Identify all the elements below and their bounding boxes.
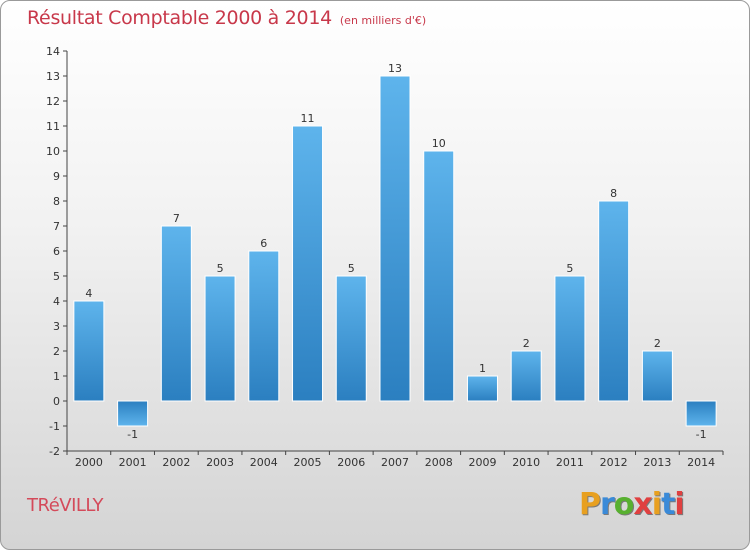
y-tick-label: 3 <box>53 320 60 333</box>
bar-value-label: 7 <box>173 212 180 225</box>
commune-name: TRéVILLY <box>27 495 104 516</box>
bar-value-label: 13 <box>388 62 402 75</box>
bar <box>73 300 105 402</box>
bar <box>423 150 455 402</box>
y-tick-label: 2 <box>53 345 60 358</box>
bar-value-label: 8 <box>610 187 617 200</box>
x-tick-label: 2009 <box>468 456 496 469</box>
x-tick-label: 2002 <box>162 456 190 469</box>
bar-value-label: 5 <box>217 262 224 275</box>
x-tick-label: 2010 <box>512 456 540 469</box>
bar-value-label: 1 <box>479 362 486 375</box>
logo-letter: o <box>613 487 635 522</box>
logo-letter: r <box>600 487 615 522</box>
bar <box>204 275 236 402</box>
y-tick-label: 11 <box>46 120 60 133</box>
logo-letter: i <box>674 487 684 522</box>
x-tick-label: 2005 <box>294 456 322 469</box>
chart-unit: (en milliers d'€) <box>339 14 427 27</box>
bar-value-label: 10 <box>432 137 446 150</box>
y-tick-label: 6 <box>53 245 60 258</box>
x-tick-label: 2004 <box>250 456 278 469</box>
bar <box>554 275 586 402</box>
y-tick-label: 7 <box>53 220 60 233</box>
bar-value-label: 2 <box>654 337 661 350</box>
y-tick-label: 1 <box>53 370 60 383</box>
bar-value-label: 11 <box>301 112 315 125</box>
x-tick-label: 2000 <box>75 456 103 469</box>
bar-value-label: 5 <box>566 262 573 275</box>
x-tick-label: 2008 <box>425 456 453 469</box>
x-tick-label: 2001 <box>119 456 147 469</box>
x-tick-label: 2014 <box>687 456 715 469</box>
logo-letter: t <box>661 487 675 522</box>
proxiti-logo: Proxiti <box>579 487 685 522</box>
bar-value-label: -1 <box>127 428 138 441</box>
y-tick-label: 4 <box>53 295 60 308</box>
y-tick-label: 14 <box>46 45 60 58</box>
x-axis: 2000 2001 2002 2003 2004 2005 2006 2007 2008 2009… <box>66 450 724 469</box>
logo-letter: x <box>633 487 652 522</box>
bar-value-label: 4 <box>85 287 92 300</box>
bars: 4 -1 7 5 6 11 5 13 10 1 2 5 8 2 -1 <box>73 62 717 441</box>
bar-value-label: 5 <box>348 262 355 275</box>
bar <box>641 350 673 402</box>
x-tick-label: 2012 <box>600 456 628 469</box>
x-tick-label: 2013 <box>643 456 671 469</box>
chart-title: Résultat Comptable 2000 à 2014 (en millie… <box>27 7 426 29</box>
y-tick-label: -2 <box>49 445 60 458</box>
bar <box>292 125 324 402</box>
bar-value-label: 2 <box>523 337 530 350</box>
x-tick-label: 2011 <box>556 456 584 469</box>
y-tick-label: -1 <box>49 420 60 433</box>
bar <box>466 375 498 402</box>
y-tick-label: 0 <box>53 395 60 408</box>
y-tick-label: 9 <box>53 170 60 183</box>
bar <box>160 225 192 402</box>
bar <box>379 75 411 402</box>
logo-letter: P <box>579 487 601 522</box>
chart-title-text: Résultat Comptable 2000 à 2014 <box>27 7 332 29</box>
bar <box>685 400 717 427</box>
x-tick-label: 2007 <box>381 456 409 469</box>
y-tick-label: 8 <box>53 195 60 208</box>
y-tick-label: 10 <box>46 145 60 158</box>
bar <box>335 275 367 402</box>
y-tick-label: 13 <box>46 70 60 83</box>
bar-value-label: -1 <box>696 428 707 441</box>
x-tick-label: 2003 <box>206 456 234 469</box>
y-tick-label: 12 <box>46 95 60 108</box>
bar-value-label: 6 <box>260 237 267 250</box>
x-tick-label: 2006 <box>337 456 365 469</box>
bar <box>510 350 542 402</box>
bar <box>598 200 630 402</box>
logo-letter: i <box>651 487 662 522</box>
bar <box>117 400 149 427</box>
y-tick-label: 5 <box>53 270 60 283</box>
bar <box>248 250 280 402</box>
